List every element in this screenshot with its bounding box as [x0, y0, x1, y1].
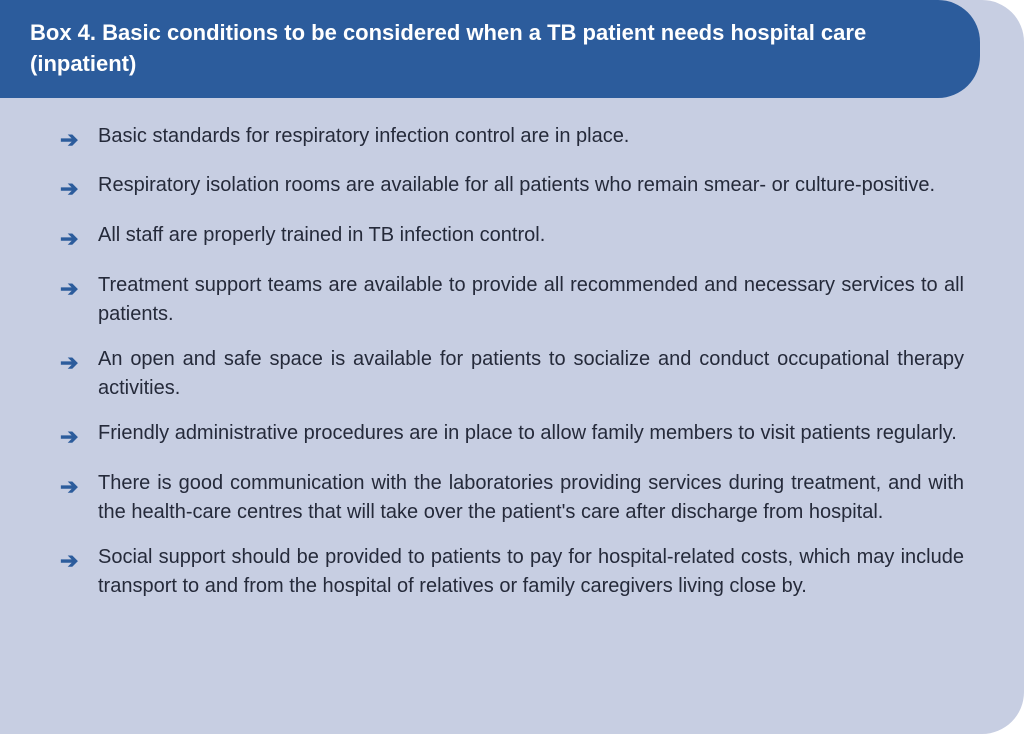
arrow-right-icon: ➔ — [60, 347, 80, 379]
arrow-right-icon: ➔ — [60, 471, 80, 503]
list-item: ➔ There is good communication with the l… — [60, 469, 964, 527]
bullet-text: All staff are properly trained in TB inf… — [98, 221, 964, 250]
list-item: ➔ Friendly administrative procedures are… — [60, 419, 964, 453]
list-item: ➔ All staff are properly trained in TB i… — [60, 221, 964, 255]
info-box-container: Box 4. Basic conditions to be considered… — [0, 0, 1024, 734]
arrow-right-icon: ➔ — [60, 273, 80, 305]
bullet-text: An open and safe space is available for … — [98, 345, 964, 403]
arrow-right-icon: ➔ — [60, 421, 80, 453]
bullet-text: Friendly administrative procedures are i… — [98, 419, 964, 448]
box-content: ➔ Basic standards for respiratory infect… — [0, 98, 1024, 642]
bullet-text: There is good communication with the lab… — [98, 469, 964, 527]
box-title: Box 4. Basic conditions to be considered… — [30, 20, 866, 76]
bullet-text: Social support should be provided to pat… — [98, 543, 964, 601]
bullet-text: Treatment support teams are available to… — [98, 271, 964, 329]
list-item: ➔ Basic standards for respiratory infect… — [60, 122, 964, 156]
list-item: ➔ An open and safe space is available fo… — [60, 345, 964, 403]
list-item: ➔ Social support should be provided to p… — [60, 543, 964, 601]
arrow-right-icon: ➔ — [60, 124, 80, 156]
list-item: ➔ Treatment support teams are available … — [60, 271, 964, 329]
bullet-text: Respiratory isolation rooms are availabl… — [98, 171, 964, 200]
arrow-right-icon: ➔ — [60, 545, 80, 577]
arrow-right-icon: ➔ — [60, 223, 80, 255]
arrow-right-icon: ➔ — [60, 173, 80, 205]
bullet-text: Basic standards for respiratory infectio… — [98, 122, 964, 151]
bullet-list: ➔ Basic standards for respiratory infect… — [60, 122, 964, 602]
list-item: ➔ Respiratory isolation rooms are availa… — [60, 171, 964, 205]
box-header: Box 4. Basic conditions to be considered… — [0, 0, 980, 98]
